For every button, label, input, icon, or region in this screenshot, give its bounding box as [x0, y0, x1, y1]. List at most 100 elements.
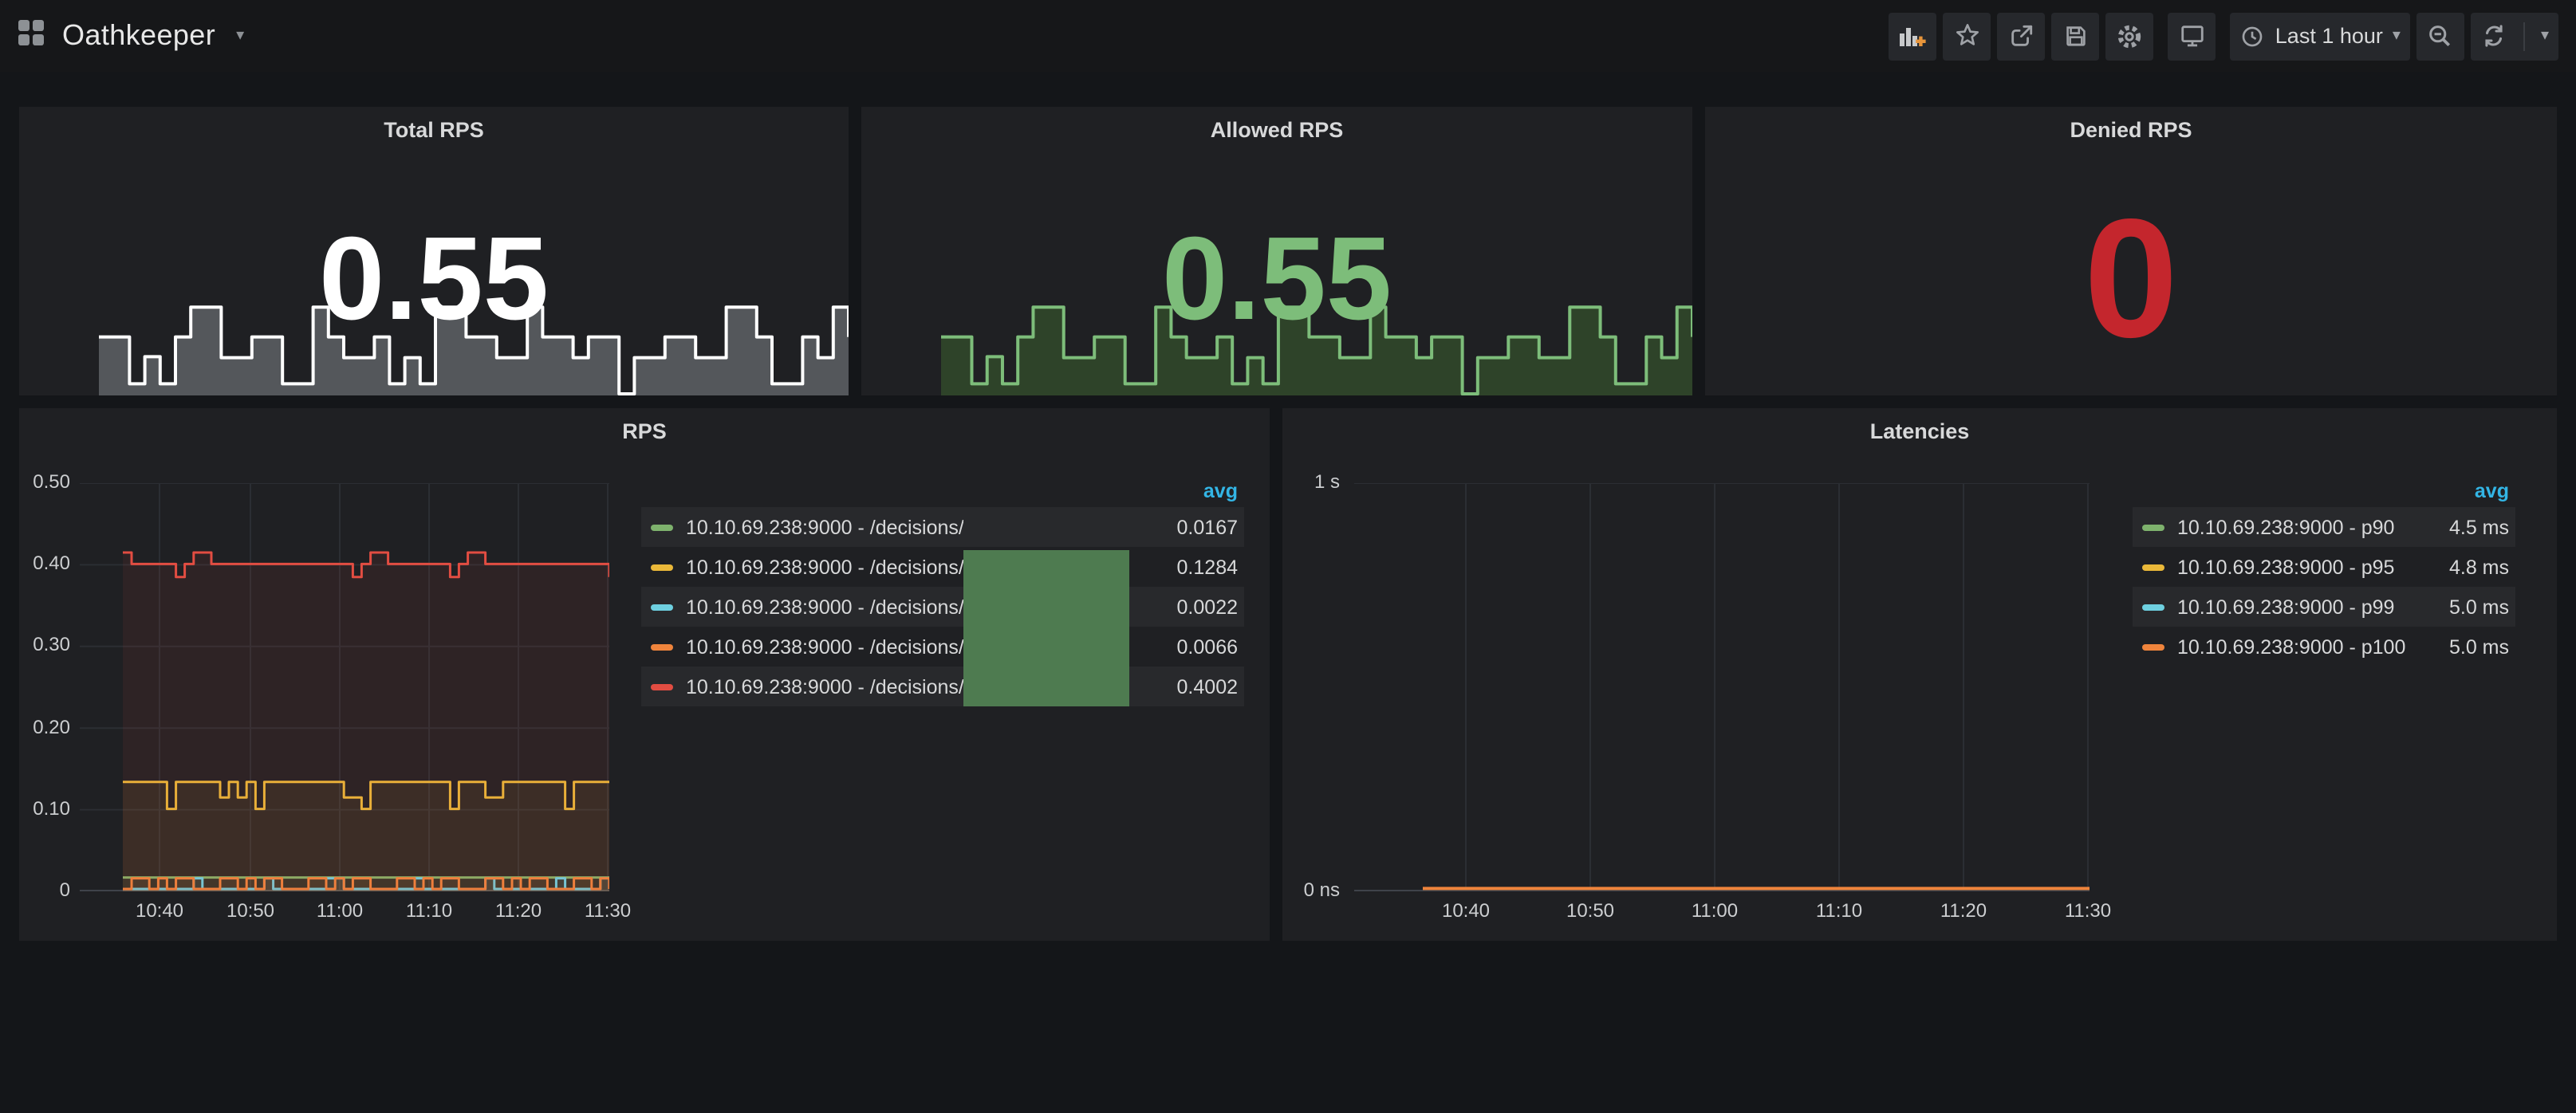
- rps-ytick-030: 0.30: [22, 633, 70, 655]
- series-avg-value: 0.0066: [1164, 635, 1238, 658]
- latencies-plot-area[interactable]: [1354, 483, 2090, 891]
- rps-xtick-1120: 11:20: [479, 899, 558, 922]
- lat-xtick-1100: 11:00: [1675, 899, 1755, 922]
- panel-latencies-graph: Latencies 1 s 0 ns 10:40 10:50 11:00 11:…: [1282, 408, 2557, 941]
- series-avg-value: 0.0167: [1164, 516, 1238, 538]
- rps-ytick-010: 0.10: [22, 797, 70, 820]
- lat-xtick-1110: 11:10: [1799, 899, 1879, 922]
- panel-title-total-rps[interactable]: Total RPS: [19, 118, 849, 142]
- series-color-dash: [2142, 604, 2164, 610]
- lat-xtick-1120: 11:20: [1924, 899, 2003, 922]
- series-color-dash: [2142, 524, 2164, 530]
- panel-allowed-rps: Allowed RPS 0.55: [861, 107, 1692, 395]
- rps-plot-area[interactable]: [80, 483, 609, 891]
- series-name[interactable]: 10.10.69.238:9000 - /decisions/: [686, 556, 964, 578]
- series-avg-value: 5.0 ms: [2436, 635, 2509, 658]
- star-dashboard-button[interactable]: [1944, 12, 1991, 60]
- series-avg-value: 0.4002: [1164, 675, 1238, 698]
- dashboard-settings-button[interactable]: [2106, 12, 2154, 60]
- zoom-out-button[interactable]: [2416, 12, 2464, 60]
- series-name[interactable]: 10.10.69.238:9000 - p100: [2177, 635, 2405, 658]
- series-color-dash: [651, 524, 673, 530]
- latencies-legend: avg 10.10.69.238:9000 - p90 4.5 ms 10.10…: [2133, 475, 2515, 667]
- dashboard-title[interactable]: Oathkeeper: [62, 19, 215, 53]
- series-color-dash: [651, 683, 673, 690]
- rps-xtick-1130: 11:30: [568, 899, 648, 922]
- series-name[interactable]: 10.10.69.238:9000 - p90: [2177, 516, 2394, 538]
- lat-ytick-0ns: 0 ns: [1282, 879, 1340, 901]
- green-overlay-block: [963, 550, 1129, 706]
- series-color-dash: [651, 604, 673, 610]
- rps-legend-row[interactable]: 10.10.69.238:9000 - /decisions/ 0.0022: [641, 587, 1244, 627]
- series-color-dash: [651, 643, 673, 650]
- lat-ytick-1s: 1 s: [1282, 470, 1340, 493]
- navbar: Oathkeeper ▾: [0, 0, 2576, 72]
- tv-mode-button[interactable]: [2168, 12, 2216, 60]
- time-range-picker[interactable]: Last 1 hour ▾: [2231, 12, 2410, 60]
- series-name[interactable]: 10.10.69.238:9000 - p95: [2177, 556, 2394, 578]
- total-rps-value: 0.55: [19, 167, 849, 391]
- rps-legend-row[interactable]: 10.10.69.238:9000 - /decisions/ 0.4002: [641, 667, 1244, 706]
- rps-legend-row[interactable]: 10.10.69.238:9000 - /decisions/ 0.0066: [641, 627, 1244, 667]
- series-name[interactable]: 10.10.69.238:9000 - /decisions/: [686, 596, 964, 618]
- gear-icon: [2116, 22, 2145, 50]
- monitor-icon: [2179, 22, 2206, 49]
- series-avg-value: 4.5 ms: [2436, 516, 2509, 538]
- save-dashboard-button[interactable]: [2052, 12, 2100, 60]
- series-name[interactable]: 10.10.69.238:9000 - p99: [2177, 596, 2394, 618]
- lat-xtick-1130: 11:30: [2048, 899, 2128, 922]
- star-icon: [1954, 22, 1981, 49]
- denied-rps-value: 0: [1705, 167, 2557, 391]
- latencies-legend-avg-header[interactable]: avg: [2133, 475, 2515, 507]
- save-icon: [2062, 22, 2090, 49]
- time-range-caret-icon: ▾: [2393, 27, 2401, 45]
- rps-ytick-050: 0.50: [22, 470, 70, 493]
- rps-xtick-1050: 10:50: [211, 899, 290, 922]
- refresh-icon: [2480, 22, 2507, 49]
- panel-total-rps: Total RPS 0.55: [19, 107, 849, 395]
- rps-legend-row[interactable]: 10.10.69.238:9000 - /decisions/ 0.1284: [641, 547, 1244, 587]
- rps-legend-row[interactable]: 10.10.69.238:9000 - /decisions/ 0.0167: [641, 507, 1244, 547]
- series-color-dash: [2142, 643, 2164, 650]
- panel-title-allowed-rps[interactable]: Allowed RPS: [861, 118, 1692, 142]
- rps-xtick-1040: 10:40: [120, 899, 199, 922]
- rps-legend-avg-header[interactable]: avg: [641, 475, 1244, 507]
- latencies-legend-row[interactable]: 10.10.69.238:9000 - p90 4.5 ms: [2133, 507, 2515, 547]
- latencies-legend-row[interactable]: 10.10.69.238:9000 - p99 5.0 ms: [2133, 587, 2515, 627]
- share-icon: [2008, 22, 2035, 49]
- lat-xtick-1050: 10:50: [1550, 899, 1630, 922]
- panel-title-latencies[interactable]: Latencies: [1282, 419, 2557, 443]
- dashboard-title-caret-icon[interactable]: ▾: [236, 27, 244, 45]
- series-avg-value: 0.0022: [1164, 596, 1238, 618]
- series-avg-value: 0.1284: [1164, 556, 1238, 578]
- panel-denied-rps: Denied RPS 0: [1705, 107, 2557, 395]
- grafana-dashboard: Oathkeeper ▾: [0, 0, 2576, 1113]
- rps-ytick-040: 0.40: [22, 552, 70, 574]
- panel-title-rps[interactable]: RPS: [19, 419, 1270, 443]
- rps-ytick-0: 0: [22, 879, 70, 901]
- series-color-dash: [2142, 564, 2164, 570]
- add-panel-button[interactable]: [1889, 12, 1937, 60]
- rps-xtick-1100: 11:00: [300, 899, 380, 922]
- rps-legend: avg 10.10.69.238:9000 - /decisions/ 0.01…: [641, 475, 1244, 706]
- refresh-caret-icon[interactable]: ▾: [2541, 27, 2549, 45]
- time-range-label: Last 1 hour: [2275, 24, 2383, 48]
- allowed-rps-value: 0.55: [861, 167, 1692, 391]
- series-name[interactable]: 10.10.69.238:9000 - /decisions/: [686, 675, 964, 698]
- series-name[interactable]: 10.10.69.238:9000 - /decisions/: [686, 516, 964, 538]
- apps-grid-icon[interactable]: [18, 18, 45, 53]
- add-panel-icon: [1899, 22, 1928, 50]
- series-avg-value: 4.8 ms: [2436, 556, 2509, 578]
- clock-icon: [2240, 23, 2266, 49]
- refresh-split-divider: [2523, 22, 2525, 50]
- panel-title-denied-rps[interactable]: Denied RPS: [1705, 118, 2557, 142]
- zoom-out-icon: [2427, 22, 2454, 49]
- latencies-legend-row[interactable]: 10.10.69.238:9000 - p95 4.8 ms: [2133, 547, 2515, 587]
- share-dashboard-button[interactable]: [1998, 12, 2046, 60]
- refresh-button[interactable]: ▾: [2471, 12, 2558, 60]
- series-name[interactable]: 10.10.69.238:9000 - /decisions/: [686, 635, 964, 658]
- rps-ytick-020: 0.20: [22, 716, 70, 738]
- rps-xtick-1110: 11:10: [389, 899, 469, 922]
- latencies-legend-row[interactable]: 10.10.69.238:9000 - p100 5.0 ms: [2133, 627, 2515, 667]
- series-color-dash: [651, 564, 673, 570]
